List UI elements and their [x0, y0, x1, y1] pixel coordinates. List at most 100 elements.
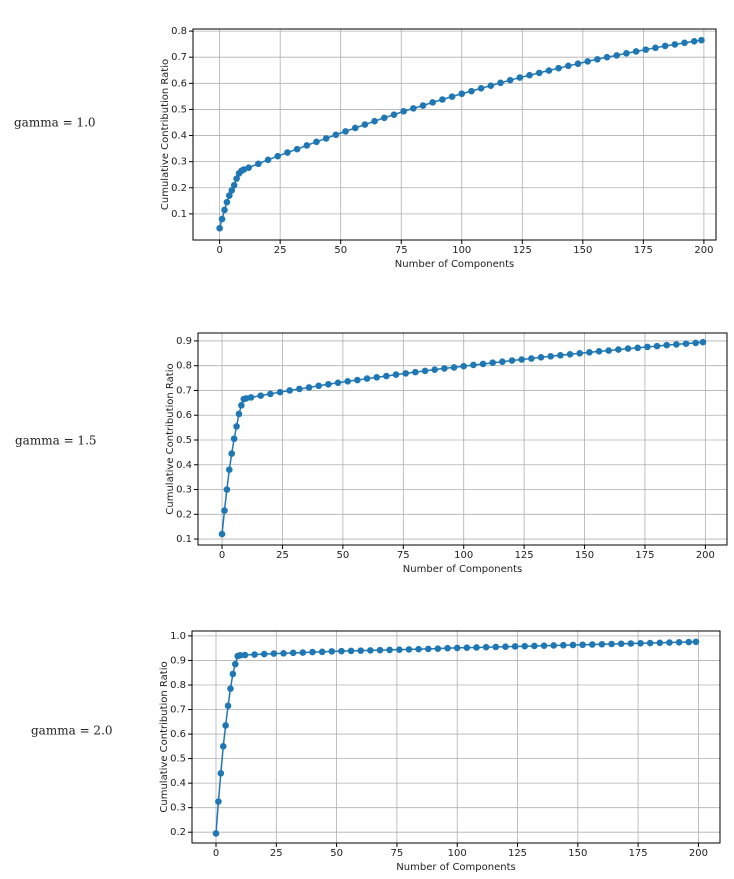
data-point — [666, 639, 673, 646]
data-point — [229, 670, 237, 678]
data-point — [376, 646, 384, 654]
data-point — [489, 359, 497, 367]
data-point — [473, 644, 480, 651]
data-point — [402, 370, 410, 377]
data-point — [221, 206, 228, 214]
data-point — [652, 44, 659, 52]
y-tick-label: 0.8 — [171, 26, 187, 37]
data-point — [264, 156, 272, 164]
data-point — [371, 117, 378, 125]
y-tick-label: 0.4 — [176, 460, 192, 471]
y-tick-label: 0.7 — [171, 52, 187, 63]
x-tick-label: 200 — [694, 245, 713, 256]
x-tick-label: 75 — [395, 245, 408, 256]
data-point — [623, 49, 630, 57]
y-tick-label: 0.9 — [176, 336, 192, 347]
data-point — [235, 410, 243, 418]
data-point — [380, 114, 388, 122]
data-point — [550, 642, 557, 649]
data-point — [247, 394, 255, 401]
x-tick-label: 50 — [337, 550, 350, 561]
data-point — [499, 358, 506, 366]
data-point — [439, 96, 446, 103]
y-tick-label: 1.0 — [170, 631, 186, 642]
x-axis-label: Number of Components — [395, 259, 514, 270]
data-point — [586, 349, 593, 356]
y-tick-label: 0.4 — [171, 131, 187, 142]
y-tick-label: 0.5 — [170, 754, 186, 765]
x-axis-label: Number of Components — [396, 862, 515, 873]
data-point — [576, 350, 584, 357]
data-point — [681, 39, 688, 47]
y-axis-label: Cumulative Contribution Ratio — [160, 59, 171, 210]
data-point — [410, 105, 417, 112]
x-tick-label: 200 — [696, 550, 715, 561]
data-point — [347, 647, 355, 655]
x-tick-label: 100 — [452, 245, 471, 256]
y-axis-label: Cumulative Contribution Ratio — [159, 661, 170, 812]
data-point — [396, 646, 403, 653]
y-tick-label: 0.3 — [176, 485, 192, 496]
data-point — [280, 650, 287, 657]
data-point — [565, 62, 572, 70]
y-tick-label: 0.1 — [171, 209, 187, 220]
data-point — [357, 647, 365, 654]
data-point — [448, 93, 456, 100]
data-point — [226, 192, 233, 199]
data-point — [218, 215, 226, 223]
data-point — [479, 360, 487, 368]
data-point — [322, 135, 330, 142]
x-tick-label: 0 — [216, 245, 222, 256]
data-point — [477, 84, 485, 92]
y-axis-label: Cumulative Contribution Ratio — [165, 363, 176, 514]
data-point — [555, 64, 562, 72]
data-point — [656, 639, 664, 647]
data-point — [450, 364, 458, 371]
data-point — [260, 650, 268, 658]
data-line — [221, 341, 704, 535]
data-point — [663, 341, 671, 349]
data-point — [424, 645, 432, 653]
x-tick-label: 150 — [575, 550, 594, 561]
data-point — [502, 643, 509, 651]
data-point — [257, 392, 265, 399]
data-point — [361, 121, 369, 128]
side-label: gamma = 1.5 — [15, 434, 97, 448]
data-point — [673, 341, 680, 348]
x-tick-label: 175 — [629, 848, 648, 859]
y-tick-label: 0.8 — [176, 361, 192, 372]
data-point — [516, 74, 524, 81]
x-tick-label: 125 — [508, 848, 527, 859]
data-point — [526, 71, 533, 79]
data-point — [233, 423, 240, 430]
y-tick-label: 0.7 — [170, 705, 186, 716]
data-point — [274, 152, 282, 160]
data-point — [497, 79, 504, 87]
data-point — [624, 345, 632, 352]
data-point — [646, 639, 654, 647]
data-point — [595, 348, 603, 355]
data-point — [569, 641, 577, 649]
data-point — [690, 37, 698, 45]
data-point — [216, 224, 223, 232]
y-tick-label: 0.6 — [170, 729, 186, 740]
data-point — [303, 142, 311, 149]
data-point — [653, 342, 661, 350]
data-point — [325, 380, 332, 388]
x-tick-label: 25 — [276, 550, 289, 561]
x-tick-label: 0 — [219, 550, 225, 561]
data-point — [598, 640, 606, 648]
data-point — [444, 644, 451, 652]
data-point — [386, 646, 393, 654]
data-point — [431, 366, 439, 373]
data-point — [511, 643, 519, 650]
data-line — [218, 39, 702, 229]
data-point — [344, 377, 352, 385]
data-point — [245, 164, 252, 171]
data-point — [468, 87, 475, 95]
data-point — [223, 198, 231, 206]
data-point — [390, 111, 398, 118]
data-point — [212, 830, 220, 837]
data-point — [685, 638, 693, 646]
